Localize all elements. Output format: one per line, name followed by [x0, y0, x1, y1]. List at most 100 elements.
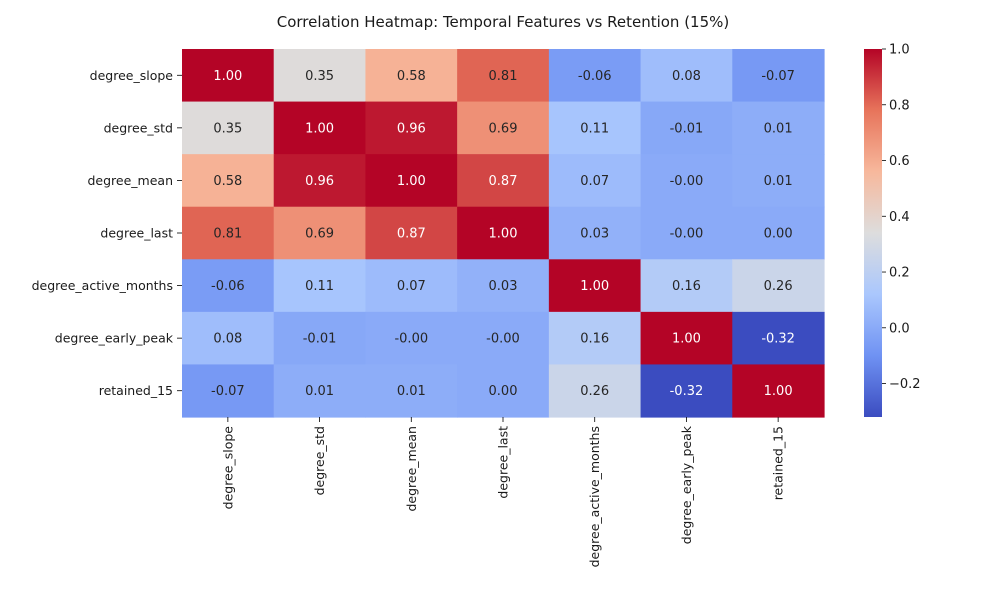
- column-tick-label: degree_mean: [404, 426, 419, 512]
- heatmap-cell: [457, 206, 550, 260]
- heatmap-cell: [732, 154, 825, 208]
- heatmap-cell: [457, 364, 550, 418]
- cell-value-label: 0.00: [764, 227, 793, 242]
- cell-value-label: 0.01: [305, 384, 334, 399]
- heatmap-cell: [273, 154, 367, 208]
- cell-value-label: 0.03: [489, 279, 518, 294]
- colorbar-tick-label: 0.2: [889, 266, 910, 281]
- column-tick-labels: degree_slope degree_std degree_mean degree_…: [220, 417, 786, 567]
- cell-value-label: -0.00: [670, 227, 704, 242]
- cell-value-label: 0.87: [397, 227, 426, 242]
- heatmap-cell: [548, 154, 642, 208]
- row-tick-label: degree_std: [104, 120, 173, 135]
- cell-value-label: 1.00: [213, 69, 242, 84]
- cell-value-label: 0.16: [672, 279, 701, 294]
- heatmap-cell: [365, 49, 458, 103]
- cell-value-label: 0.03: [580, 227, 609, 242]
- cell-value-label: 0.08: [672, 69, 701, 84]
- heatmap-cell: [182, 364, 275, 418]
- colorbar-tick-label: −0.2: [889, 377, 921, 392]
- heatmap-cell: [182, 49, 275, 103]
- cell-value-label: 0.69: [489, 121, 518, 136]
- heatmap-cell: [365, 259, 458, 313]
- column-tick-label: degree_active_months: [587, 426, 602, 567]
- cell-value-label: 0.07: [397, 279, 426, 294]
- column-tick-label: degree_std: [312, 426, 327, 495]
- cell-value-label: -0.01: [670, 121, 704, 136]
- cell-value-label: 0.35: [305, 69, 334, 84]
- heatmap-cell: [182, 154, 275, 208]
- colorbar-tick-label: 0.8: [889, 98, 910, 113]
- cell-value-label: 0.26: [764, 279, 793, 294]
- column-tick-label: degree_last: [496, 426, 511, 499]
- heatmap-cell: [548, 49, 642, 103]
- heatmap-cell: [640, 101, 733, 155]
- cell-value-label: 0.16: [580, 332, 609, 347]
- cell-value-label: -0.06: [211, 279, 245, 294]
- heatmap-cell: [640, 364, 733, 418]
- heatmap-cell: [732, 101, 825, 155]
- chart-title: Correlation Heatmap: Temporal Features v…: [277, 13, 730, 31]
- cell-value-label: 0.87: [489, 174, 518, 189]
- heatmap-cell: [273, 49, 367, 103]
- row-tick-label: degree_mean: [87, 173, 173, 188]
- heatmap-cell: [365, 311, 458, 366]
- cell-value-label: 0.81: [489, 69, 518, 84]
- heatmap-cell: [640, 49, 733, 103]
- heatmap-cell: [732, 311, 825, 366]
- cell-value-label: 0.00: [489, 384, 518, 399]
- row-tick-labels: degree_slope degree_std degree_mean degree_…: [32, 68, 182, 398]
- cell-value-label: 0.01: [764, 121, 793, 136]
- heatmap-cell: [182, 101, 275, 155]
- heatmap-cell: [273, 206, 367, 260]
- heatmap-cell: [182, 311, 275, 366]
- colorbar-tick-label: 0.0: [889, 321, 910, 336]
- heatmap-cell: [548, 206, 642, 260]
- cell-value-label: 0.58: [213, 174, 242, 189]
- heatmap-cell: [548, 259, 642, 313]
- heatmap-cell: [273, 364, 367, 418]
- cell-value-label: 1.00: [489, 227, 518, 242]
- cell-value-label: 1.00: [672, 332, 701, 347]
- heatmap-cell: [365, 154, 458, 208]
- heatmap-cell: [365, 101, 458, 155]
- heatmap-cell: [640, 259, 733, 313]
- row-tick-label: retained_15: [99, 383, 173, 398]
- row-tick-label: degree_active_months: [32, 278, 173, 293]
- heatmap-cell: [365, 364, 458, 418]
- cell-value-label: 0.96: [397, 121, 426, 136]
- column-tick-label: degree_slope: [220, 426, 235, 510]
- cell-value-label: 0.58: [397, 69, 426, 84]
- heatmap-cell: [273, 259, 367, 313]
- cell-value-label: 0.96: [305, 174, 334, 189]
- heatmap-cell: [732, 259, 825, 313]
- cell-value-label: 0.11: [580, 121, 609, 136]
- row-tick-label: degree_slope: [90, 68, 174, 83]
- colorbar-tick-label: 0.4: [889, 210, 910, 225]
- cell-value-label: 0.69: [305, 227, 334, 242]
- heatmap-cell: [457, 154, 550, 208]
- heatmap-cell: [457, 259, 550, 313]
- cell-value-label: -0.00: [394, 332, 428, 347]
- cell-value-label: 0.01: [397, 384, 426, 399]
- heatmap-cell: [457, 311, 550, 366]
- heatmap-cell: [548, 101, 642, 155]
- cell-value-label: -0.32: [761, 332, 795, 347]
- heatmap-cell: [732, 364, 825, 418]
- cell-value-label: -0.00: [670, 174, 704, 189]
- heatmap-cell: [732, 206, 825, 260]
- heatmap-cell: [640, 206, 733, 260]
- heatmap-cell: [273, 311, 367, 366]
- cell-value-label: 0.81: [213, 227, 242, 242]
- heatmap-cell: [457, 49, 550, 103]
- heatmap-cell: [182, 206, 275, 260]
- cell-value-label: -0.06: [578, 69, 612, 84]
- cell-value-label: 1.00: [764, 384, 793, 399]
- cell-value-label: 1.00: [305, 121, 334, 136]
- heatmap-cell: [182, 259, 275, 313]
- cell-value-label: 0.01: [764, 174, 793, 189]
- cell-value-label: -0.07: [761, 69, 795, 84]
- heatmap-cell: [548, 311, 642, 366]
- cell-value-label: 0.26: [580, 384, 609, 399]
